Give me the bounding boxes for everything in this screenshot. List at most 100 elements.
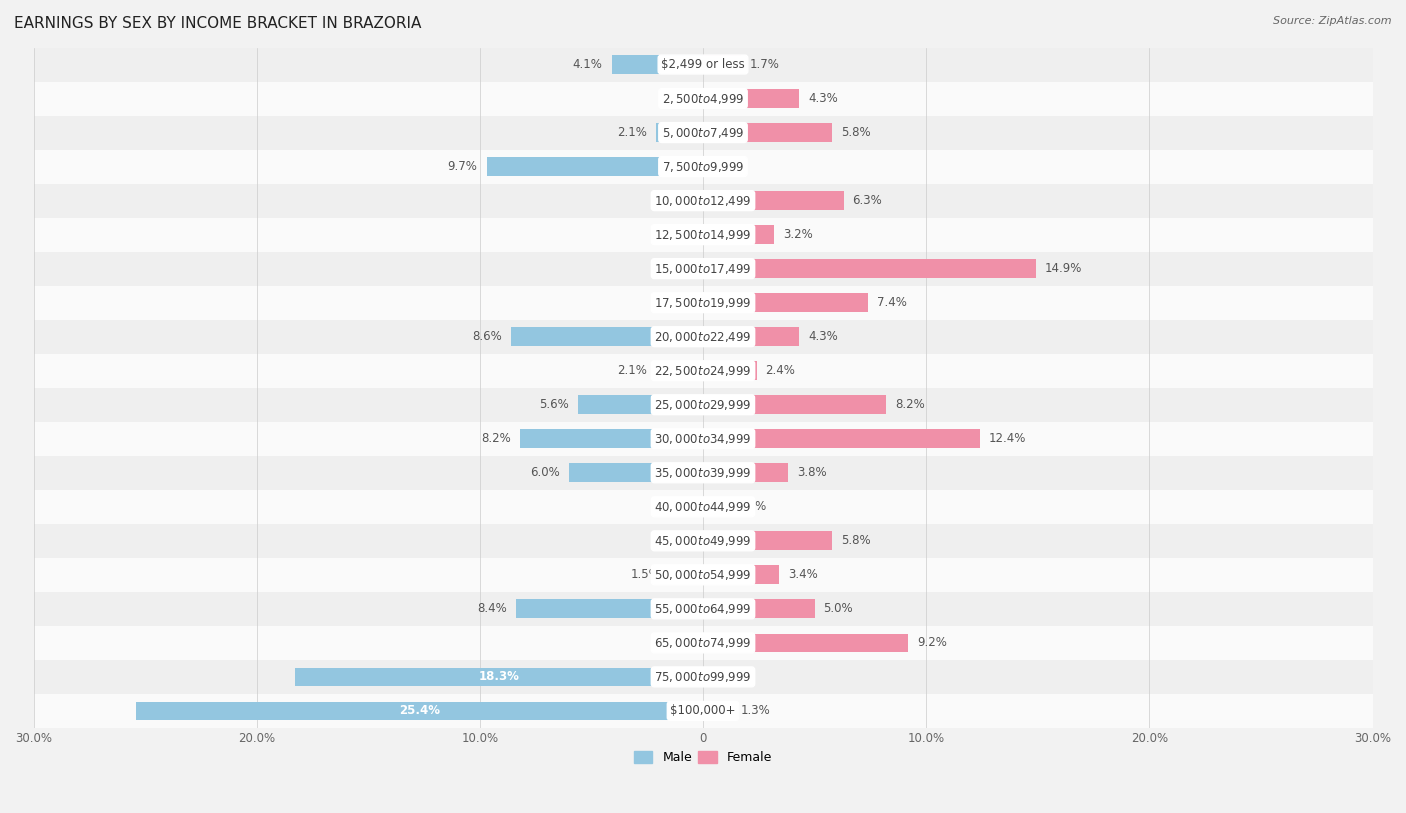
Text: 0.0%: 0.0% bbox=[711, 160, 741, 173]
Text: 4.3%: 4.3% bbox=[808, 330, 838, 343]
Bar bbox=[34, 422, 1372, 456]
Bar bbox=[34, 489, 1372, 524]
Bar bbox=[34, 184, 1372, 218]
Text: 1.7%: 1.7% bbox=[749, 58, 780, 71]
Text: 12.4%: 12.4% bbox=[988, 433, 1026, 446]
Text: 0.79%: 0.79% bbox=[730, 500, 766, 513]
Bar bbox=[34, 115, 1372, 150]
Bar bbox=[34, 693, 1372, 728]
Text: 4.1%: 4.1% bbox=[572, 58, 603, 71]
Bar bbox=[703, 89, 799, 108]
Text: $15,000 to $17,499: $15,000 to $17,499 bbox=[654, 262, 752, 276]
Text: 0.0%: 0.0% bbox=[665, 228, 695, 241]
Text: 5.0%: 5.0% bbox=[824, 602, 853, 615]
Bar bbox=[34, 660, 1372, 693]
Bar bbox=[703, 259, 1035, 278]
Text: $45,000 to $49,999: $45,000 to $49,999 bbox=[654, 534, 752, 548]
Bar bbox=[486, 157, 703, 176]
Bar bbox=[703, 429, 980, 448]
Bar bbox=[34, 626, 1372, 660]
Text: 8.4%: 8.4% bbox=[477, 602, 506, 615]
Text: 0.0%: 0.0% bbox=[665, 534, 695, 547]
Text: 3.2%: 3.2% bbox=[783, 228, 813, 241]
Text: $2,500 to $4,999: $2,500 to $4,999 bbox=[662, 92, 744, 106]
Bar bbox=[703, 633, 908, 652]
Bar bbox=[34, 354, 1372, 388]
Text: 0.0%: 0.0% bbox=[711, 671, 741, 684]
Bar bbox=[34, 218, 1372, 252]
Text: 14.9%: 14.9% bbox=[1045, 262, 1081, 275]
Bar bbox=[520, 429, 703, 448]
Text: 5.8%: 5.8% bbox=[841, 126, 870, 139]
Bar bbox=[34, 81, 1372, 115]
Text: 0.0%: 0.0% bbox=[665, 262, 695, 275]
Bar bbox=[34, 456, 1372, 489]
Text: 0.0%: 0.0% bbox=[665, 92, 695, 105]
Text: 3.8%: 3.8% bbox=[797, 467, 827, 479]
Text: $35,000 to $39,999: $35,000 to $39,999 bbox=[654, 466, 752, 480]
Text: 3.4%: 3.4% bbox=[787, 568, 817, 581]
Text: 0.0%: 0.0% bbox=[665, 500, 695, 513]
Bar bbox=[612, 55, 703, 74]
Bar bbox=[703, 702, 733, 720]
Bar bbox=[703, 498, 721, 516]
Text: $55,000 to $64,999: $55,000 to $64,999 bbox=[654, 602, 752, 615]
Text: 6.3%: 6.3% bbox=[852, 194, 883, 207]
Text: $7,500 to $9,999: $7,500 to $9,999 bbox=[662, 159, 744, 174]
Bar bbox=[569, 463, 703, 482]
Text: $30,000 to $34,999: $30,000 to $34,999 bbox=[654, 432, 752, 446]
Bar bbox=[295, 667, 703, 686]
Text: 25.4%: 25.4% bbox=[399, 704, 440, 717]
Bar bbox=[34, 150, 1372, 184]
Text: $50,000 to $54,999: $50,000 to $54,999 bbox=[654, 567, 752, 582]
Text: $65,000 to $74,999: $65,000 to $74,999 bbox=[654, 636, 752, 650]
Text: $12,500 to $14,999: $12,500 to $14,999 bbox=[654, 228, 752, 241]
Text: $10,000 to $12,499: $10,000 to $12,499 bbox=[654, 193, 752, 207]
Text: 2.1%: 2.1% bbox=[617, 126, 647, 139]
Bar bbox=[703, 293, 868, 312]
Text: $17,500 to $19,999: $17,500 to $19,999 bbox=[654, 296, 752, 310]
Text: 8.2%: 8.2% bbox=[481, 433, 510, 446]
Bar bbox=[510, 328, 703, 346]
Text: $2,499 or less: $2,499 or less bbox=[661, 58, 745, 71]
Text: $75,000 to $99,999: $75,000 to $99,999 bbox=[654, 670, 752, 684]
Text: $22,500 to $24,999: $22,500 to $24,999 bbox=[654, 363, 752, 378]
Text: 5.8%: 5.8% bbox=[841, 534, 870, 547]
Text: 8.2%: 8.2% bbox=[896, 398, 925, 411]
Bar bbox=[703, 361, 756, 380]
Text: 0.0%: 0.0% bbox=[665, 194, 695, 207]
Text: 9.2%: 9.2% bbox=[917, 637, 948, 650]
Bar bbox=[657, 361, 703, 380]
Text: 0.0%: 0.0% bbox=[665, 637, 695, 650]
Bar bbox=[34, 524, 1372, 558]
Text: 8.6%: 8.6% bbox=[472, 330, 502, 343]
Bar bbox=[34, 320, 1372, 354]
Text: 2.4%: 2.4% bbox=[765, 364, 796, 377]
Text: 1.3%: 1.3% bbox=[741, 704, 770, 717]
Text: EARNINGS BY SEX BY INCOME BRACKET IN BRAZORIA: EARNINGS BY SEX BY INCOME BRACKET IN BRA… bbox=[14, 16, 422, 31]
Text: Source: ZipAtlas.com: Source: ZipAtlas.com bbox=[1274, 16, 1392, 26]
Text: 7.4%: 7.4% bbox=[877, 296, 907, 309]
Text: $5,000 to $7,499: $5,000 to $7,499 bbox=[662, 125, 744, 140]
Bar bbox=[34, 388, 1372, 422]
Text: 2.1%: 2.1% bbox=[617, 364, 647, 377]
Text: $40,000 to $44,999: $40,000 to $44,999 bbox=[654, 500, 752, 514]
Text: 5.6%: 5.6% bbox=[540, 398, 569, 411]
Text: 6.0%: 6.0% bbox=[530, 467, 560, 479]
Text: $100,000+: $100,000+ bbox=[671, 704, 735, 717]
Bar bbox=[34, 592, 1372, 626]
Bar bbox=[669, 566, 703, 585]
Bar bbox=[34, 558, 1372, 592]
Bar bbox=[703, 566, 779, 585]
Text: 0.0%: 0.0% bbox=[665, 296, 695, 309]
Bar bbox=[703, 395, 886, 414]
Text: 4.3%: 4.3% bbox=[808, 92, 838, 105]
Bar bbox=[703, 532, 832, 550]
Text: 18.3%: 18.3% bbox=[478, 671, 519, 684]
Text: $20,000 to $22,499: $20,000 to $22,499 bbox=[654, 330, 752, 344]
Bar bbox=[703, 328, 799, 346]
Bar bbox=[578, 395, 703, 414]
Bar bbox=[34, 252, 1372, 285]
Bar bbox=[516, 599, 703, 618]
Bar bbox=[703, 225, 775, 244]
